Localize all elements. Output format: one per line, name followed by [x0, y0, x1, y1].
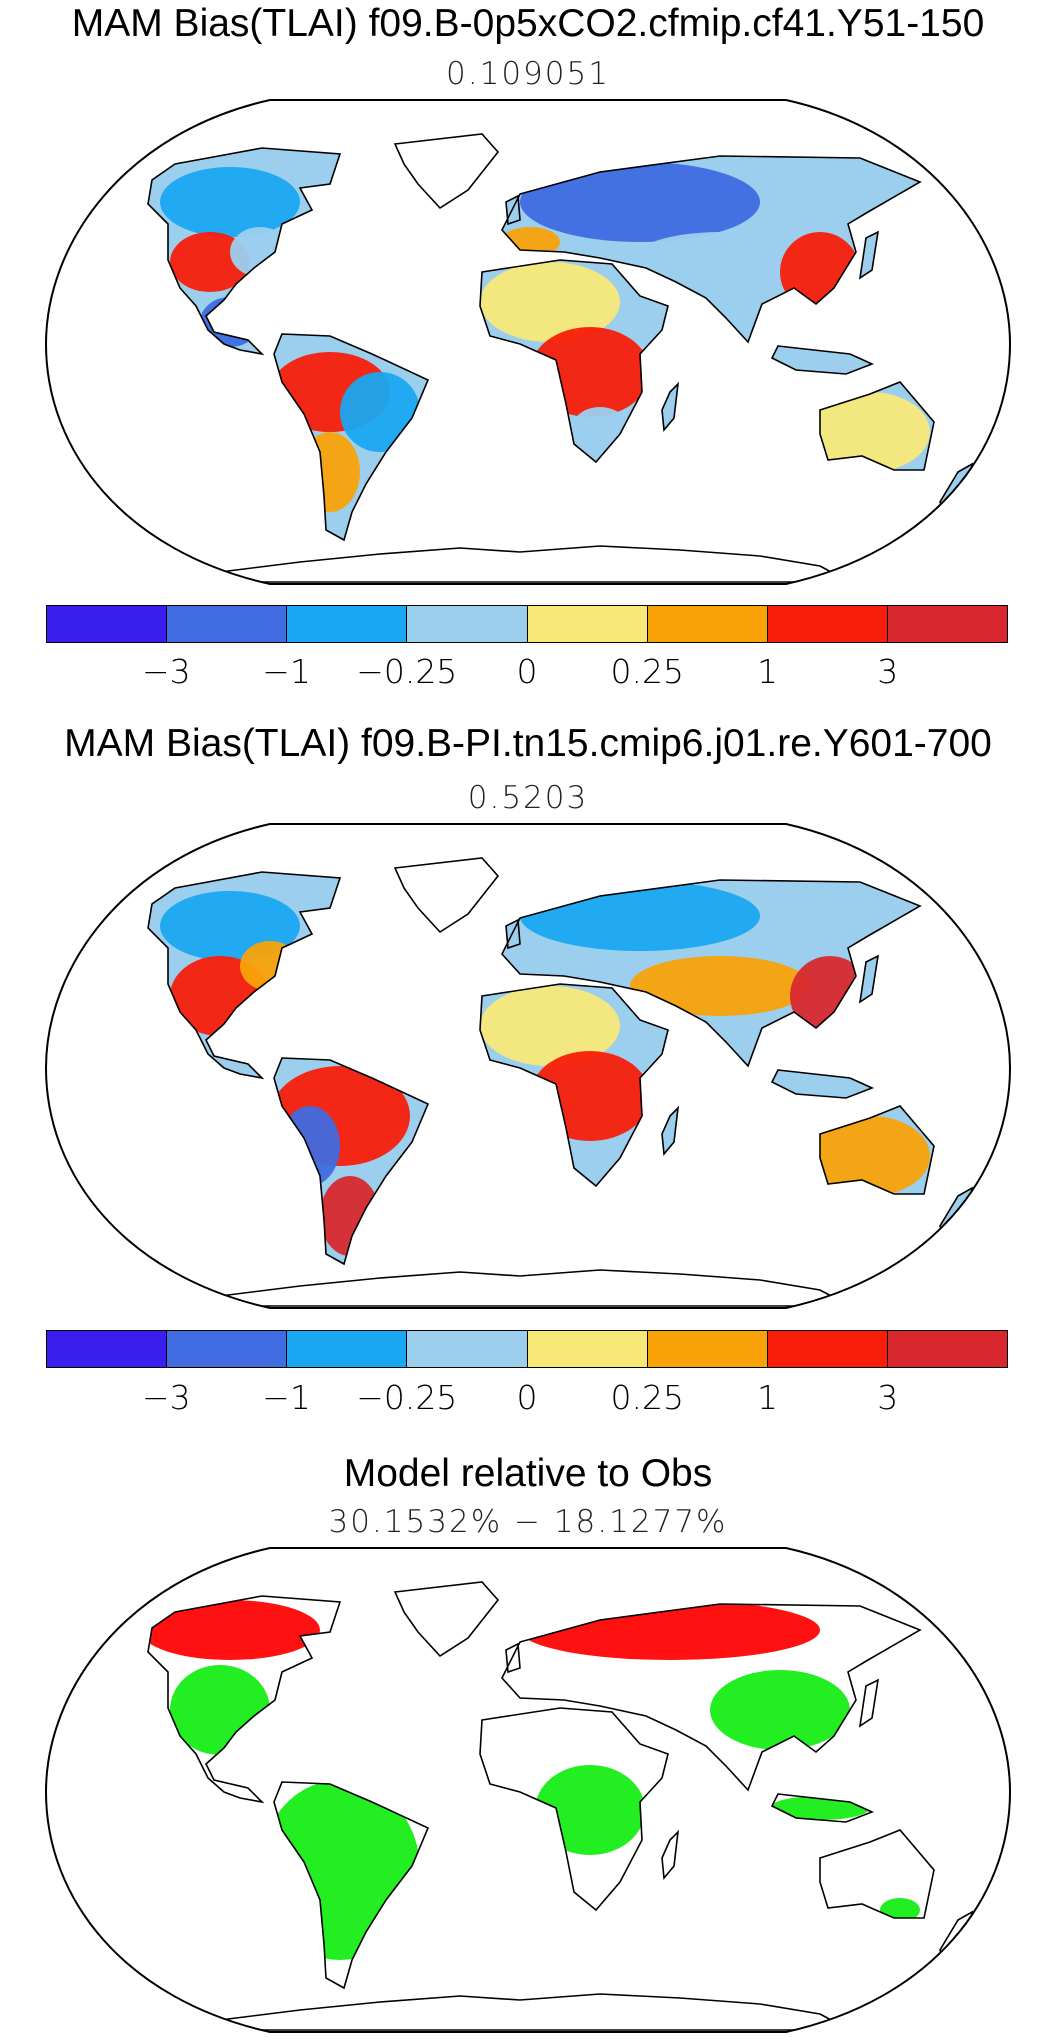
colorbar-swatch	[407, 1331, 528, 1367]
coastline-africa	[479, 983, 669, 1188]
colorbar-tick-label: 0.25	[610, 1378, 684, 1417]
coastline-madagascar	[661, 1105, 680, 1156]
colorbar-swatch	[287, 606, 408, 642]
map-frame	[44, 823, 1012, 1309]
panel-title: MAM Bias(TLAI) f09.B-PI.tn15.cmip6.j01.r…	[64, 722, 992, 765]
bias-region	[480, 986, 620, 1066]
colorbar-swatch	[167, 606, 288, 642]
colorbar-swatch	[767, 1331, 888, 1367]
bias-region	[160, 167, 300, 237]
colorbar-tick-label: 0	[516, 1378, 538, 1417]
map-frame	[44, 99, 1012, 585]
colorbar-tick-label: −3	[141, 1378, 191, 1417]
coastline-uk	[505, 1642, 521, 1674]
colorbar-swatch	[527, 606, 648, 642]
coastline-japan	[858, 954, 880, 1004]
coastline-indonesia	[770, 1069, 875, 1099]
colorbar-swatch	[647, 1331, 768, 1367]
coastline-northAmerica	[147, 1595, 342, 1804]
coastline-australia	[819, 381, 935, 471]
panel-title: Model relative to Obs	[343, 1452, 713, 1495]
colorbar-swatch	[647, 606, 768, 642]
colorbar-tick-label: 0	[516, 652, 538, 691]
coastline-antarctica	[199, 1993, 851, 2031]
colorbar-tick-label: 3	[877, 652, 899, 691]
coastline-greenland	[393, 857, 500, 934]
coastline-uk	[505, 918, 521, 950]
coastline-southAmerica	[273, 1781, 430, 1990]
colorbar-tick-labels: −3 −1 −0.25 0 0.25 1 3	[0, 652, 1056, 692]
coastline-japan	[858, 230, 880, 280]
coastline-africa	[479, 259, 669, 464]
coastline-madagascar	[661, 1829, 680, 1880]
colorbar-swatch	[47, 606, 168, 642]
colorbar-tick-label: 1	[757, 652, 778, 691]
coastline-northAmerica	[147, 871, 342, 1080]
global-mean-value: 0.109051	[446, 56, 610, 92]
colorbar-swatch	[887, 1331, 1007, 1367]
bias-region	[630, 956, 810, 1016]
percentage-summary: 30.1532% − 18.1277%	[328, 1504, 728, 1540]
colorbar-tick-label: −3	[141, 652, 191, 691]
region-red	[148, 1600, 320, 1660]
coastline-madagascar	[661, 381, 680, 432]
coastline-greenland	[393, 133, 500, 210]
colorbar-swatch	[527, 1331, 648, 1367]
coastline-antarctica	[199, 545, 851, 583]
coastline-southAmerica	[273, 1057, 430, 1266]
bias-region	[630, 232, 810, 292]
colorbar-swatch	[767, 606, 888, 642]
coastline-eurasia	[501, 879, 922, 1068]
coastline-indonesia	[770, 1793, 875, 1823]
colorbar-swatch	[167, 1331, 288, 1367]
colorbar-tick-labels: −3 −1 −0.25 0 0.25 1 3	[0, 1378, 1056, 1418]
colorbar-tick-label: 3	[877, 1378, 899, 1417]
region-green	[710, 1670, 850, 1750]
colorbar-tick-label: −0.25	[356, 1378, 458, 1417]
coastline-eurasia	[501, 155, 922, 344]
colorbar-swatch	[887, 606, 1007, 642]
region-green	[535, 1765, 645, 1855]
coastline-indonesia	[770, 345, 875, 375]
coastline-australia	[819, 1829, 935, 1919]
bias-region	[340, 372, 420, 452]
coastline-japan	[858, 1678, 880, 1728]
colorbar-tick-label: −0.25	[356, 652, 458, 691]
land-uk	[506, 196, 520, 224]
bias-region	[820, 1116, 930, 1194]
colorbar-tick-label: 1	[757, 1378, 778, 1417]
map-frame	[44, 1547, 1012, 2033]
world-map-model-relative	[44, 1547, 1012, 2033]
coastline-greenland	[393, 1581, 500, 1658]
colorbar-tick-label: −1	[262, 652, 311, 691]
bias-region	[820, 392, 930, 470]
colorbar-tick-label: 0.25	[610, 652, 684, 691]
land-uk	[506, 920, 520, 948]
coastline-australia	[819, 1105, 935, 1195]
coastline-uk	[505, 194, 521, 226]
colorbar	[46, 605, 1008, 643]
coastline-southAmerica	[273, 333, 430, 542]
world-map-bias	[44, 823, 1012, 1309]
coastline-antarctica	[199, 1269, 851, 1307]
colorbar-swatch	[287, 1331, 408, 1367]
coastline-northAmerica	[147, 147, 342, 356]
panel-title: MAM Bias(TLAI) f09.B-0p5xCO2.cfmip.cf41.…	[71, 2, 985, 45]
colorbar-swatch	[47, 1331, 168, 1367]
bias-region	[170, 232, 250, 292]
coastline-eurasia	[501, 1603, 922, 1792]
colorbar-tick-label: −1	[262, 1378, 311, 1417]
global-mean-value: 0.5203	[467, 780, 589, 816]
bias-region	[520, 162, 760, 242]
world-map-bias	[44, 99, 1012, 585]
colorbar	[46, 1330, 1008, 1368]
land-uk	[506, 1644, 520, 1672]
bias-region	[480, 262, 620, 342]
coastline-africa	[479, 1707, 669, 1912]
colorbar-swatch	[407, 606, 528, 642]
